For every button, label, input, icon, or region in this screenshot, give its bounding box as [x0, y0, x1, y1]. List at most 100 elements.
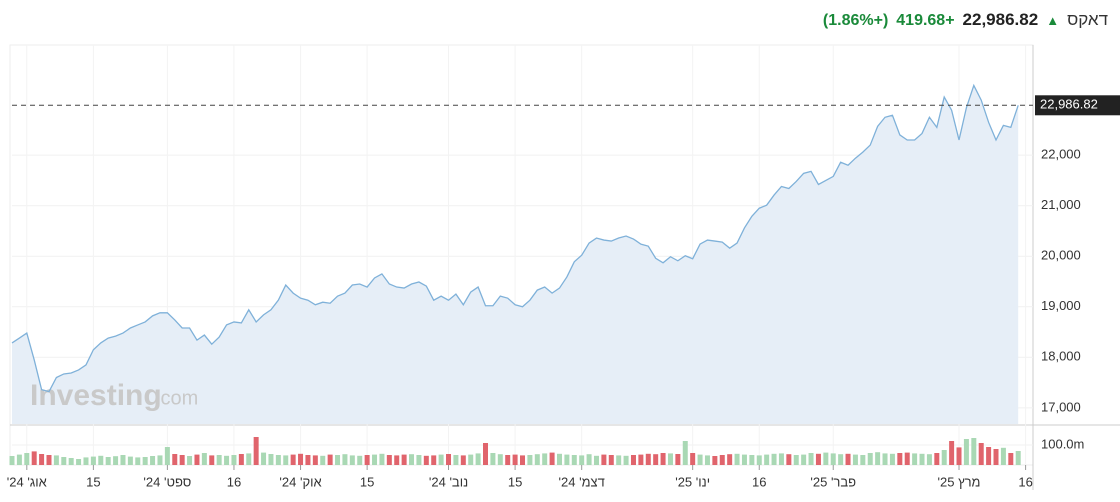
volume-bar — [675, 454, 681, 465]
volume-bar — [764, 454, 770, 465]
volume-bar — [401, 454, 407, 465]
volume-bar — [852, 454, 858, 465]
volume-bar — [912, 453, 918, 465]
volume-bar — [593, 455, 599, 465]
volume-bar — [527, 455, 533, 465]
volume-bar — [283, 455, 289, 465]
volume-bar — [815, 453, 821, 465]
volume-bar — [90, 456, 96, 465]
volume-bar — [556, 453, 562, 465]
volume-bar — [512, 454, 518, 465]
volume-bar — [616, 455, 622, 465]
volume-bar — [187, 456, 193, 465]
volume-bar — [867, 453, 873, 465]
volume-bar — [719, 455, 725, 465]
volume-bar — [638, 454, 644, 465]
volume-bar — [468, 454, 474, 465]
volume-bar — [897, 453, 903, 465]
volume-bar — [305, 455, 311, 465]
watermark: Investing — [30, 379, 162, 412]
volume-bar — [135, 457, 141, 465]
volume-bar — [1000, 447, 1006, 465]
volume-bar — [431, 455, 437, 465]
volume-bar — [98, 455, 104, 465]
x-tick-label: 16 — [1018, 474, 1032, 489]
volume-bar — [483, 443, 489, 465]
change-pct: (+1.86%) — [822, 12, 889, 29]
x-tick-label: נוב' 24' — [429, 474, 468, 489]
volume-bar — [238, 454, 244, 465]
volume-bar — [194, 454, 200, 465]
volume-bar — [778, 453, 784, 465]
volume-bar — [172, 454, 178, 465]
volume-bar — [394, 455, 400, 465]
volume-bar — [68, 458, 74, 465]
volume-bar — [579, 455, 585, 465]
volume-bar — [268, 454, 274, 465]
volume-bar — [845, 453, 851, 465]
volume-bar — [586, 454, 592, 465]
volume-bar — [682, 441, 688, 465]
volume-bar — [786, 454, 792, 465]
volume-bar — [127, 456, 133, 465]
volume-bar — [963, 439, 969, 465]
volume-bar — [31, 451, 37, 465]
x-tick-label: מרץ 25' — [938, 474, 981, 489]
volume-bar — [993, 449, 999, 465]
last-price-label: 22,986.82 — [1040, 97, 1098, 112]
volume-bar — [453, 455, 459, 465]
x-tick-label: אוג' 24' — [7, 474, 47, 489]
volume-bar — [860, 455, 866, 465]
volume-bar — [949, 441, 955, 465]
volume-bar — [335, 455, 341, 465]
volume-bar — [9, 456, 15, 465]
volume-bar — [667, 453, 673, 465]
volume-bar — [882, 453, 888, 465]
volume-bar — [16, 454, 22, 465]
price: 22,986.82 — [962, 10, 1039, 29]
change: +419.68 — [896, 12, 955, 29]
volume-bar — [645, 453, 651, 465]
last-price-box — [1035, 95, 1120, 116]
volume-bar — [904, 452, 910, 465]
volume-bar — [438, 454, 444, 465]
volume-bar — [24, 453, 30, 465]
volume-bar — [756, 455, 762, 465]
instrument-name: דאקס — [1067, 10, 1108, 29]
volume-bar — [571, 455, 577, 465]
volume-bar — [505, 455, 511, 465]
x-tick-label: 15 — [360, 474, 374, 489]
volume-bar — [460, 455, 466, 465]
x-tick-label: 16 — [227, 474, 241, 489]
volume-bar — [261, 452, 267, 465]
volume-bar — [520, 455, 525, 465]
x-tick-label: 15 — [86, 474, 100, 489]
volume-bar — [357, 455, 363, 465]
volume-tick-label: 100.0m — [1041, 436, 1084, 451]
volume-bar — [712, 456, 718, 465]
volume-bar — [53, 455, 59, 465]
volume-bar — [771, 453, 777, 465]
volume-bar — [986, 447, 992, 465]
volume-bar — [61, 457, 67, 465]
volume-bar — [801, 454, 807, 465]
volume-bar — [364, 455, 370, 465]
volume-bar — [875, 452, 881, 465]
volume-bar — [749, 455, 755, 465]
volume-bar — [734, 453, 740, 465]
volume-bar — [830, 453, 836, 465]
y-tick-label: 19,000 — [1041, 298, 1081, 313]
volume-bar — [342, 454, 348, 465]
area — [12, 85, 1019, 424]
volume-bar — [490, 453, 496, 465]
volume-bar — [1015, 451, 1021, 465]
volume-bar — [157, 455, 163, 465]
volume-bar — [253, 437, 259, 465]
volume-bar — [564, 454, 570, 465]
volume-bar — [372, 454, 378, 465]
volume-bar — [423, 455, 429, 465]
volume-bar — [630, 455, 636, 465]
volume-bar — [534, 454, 540, 465]
